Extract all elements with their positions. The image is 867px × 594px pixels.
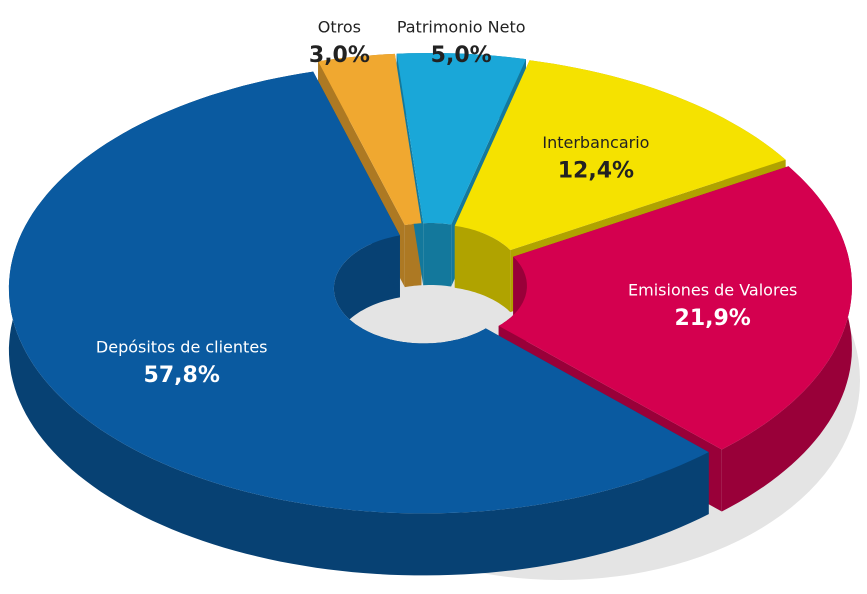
slice	[8, 71, 709, 514]
value-label: 5,0%	[431, 43, 492, 68]
inner-wall	[423, 223, 452, 287]
value-label: 57,8%	[144, 363, 220, 388]
category-label: Patrimonio Neto	[397, 18, 526, 37]
value-label: 12,4%	[558, 158, 634, 183]
category-label: Otros	[318, 18, 361, 37]
slice	[318, 53, 422, 226]
value-label: 21,9%	[675, 306, 751, 331]
value-label: 3,0%	[309, 43, 370, 68]
slice	[396, 53, 526, 225]
category-label: Emisiones de Valores	[628, 280, 797, 299]
category-label: Depósitos de clientes	[96, 338, 268, 357]
slices	[8, 53, 852, 514]
outer-wall	[8, 71, 709, 576]
category-label: Interbancario	[542, 133, 649, 152]
slice	[454, 60, 786, 251]
slice	[498, 166, 852, 450]
labels: Otros 3,0% Patrimonio Neto 5,0% Interbancari…	[96, 18, 797, 389]
